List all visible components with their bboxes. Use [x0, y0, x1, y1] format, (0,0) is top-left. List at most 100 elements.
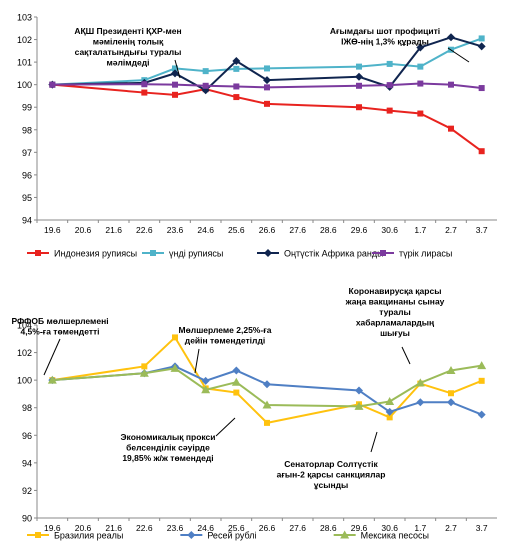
x-tick-label: 26.6 [259, 523, 276, 533]
data-point [172, 91, 178, 98]
y-tick-label: 94 [22, 458, 32, 468]
data-point [264, 84, 270, 91]
data-point [447, 398, 455, 407]
annotation: АҚШ Президенті ҚХР-мен мәміленің толық сақ… [74, 26, 182, 79]
x-tick-label: 29.6 [351, 523, 368, 533]
annotation: Экономикалық прокси белсенділік сәуірде 19… [121, 417, 236, 463]
data-point [354, 401, 364, 410]
legend: Бразилия реалы Ресей рублі Мексика песосы [27, 530, 429, 541]
x-tick-label: 1.7 [414, 523, 426, 533]
annotation-leader [370, 431, 378, 453]
series-line [52, 335, 483, 424]
legend-marker [35, 532, 41, 538]
data-point [264, 65, 270, 72]
data-point [141, 363, 148, 370]
data-point [263, 380, 271, 389]
y-tick-label: 99 [22, 103, 32, 113]
data-point [139, 368, 149, 377]
legend-marker [340, 530, 350, 539]
data-point [233, 83, 240, 90]
x-tick-label: 24.6 [197, 225, 214, 235]
data-point [477, 42, 486, 51]
x-tick-label: 21.6 [105, 523, 122, 533]
chart-1: 94 95 96 97 98 99 100 101 102 103 19.6 20.6 21.6 22.6… [17, 13, 497, 259]
data-point [386, 82, 393, 89]
legend-marker [380, 250, 386, 256]
data-point [386, 60, 393, 67]
chart-2: 90 92 94 96 98 100 102 104 19.6 20.6 21.6 22.6 23.6 2… [11, 286, 497, 541]
data-point [385, 397, 395, 406]
annotation: Коронавирусқа қарсы жаңа вакцинаны сынау т… [345, 286, 445, 365]
x-tick-label: 23.6 [167, 225, 184, 235]
data-point [447, 33, 455, 42]
data-point [201, 376, 210, 385]
y-tick-label: 102 [17, 35, 32, 45]
data-point [202, 82, 209, 89]
data-point [172, 65, 178, 72]
data-point [232, 366, 241, 375]
legend-label: Ресей рублі [207, 531, 256, 541]
legend-marker [264, 249, 272, 257]
annotation: Сенаторлар Солтүстік ағын-2 қарсы санкция… [277, 431, 386, 490]
data-point [385, 407, 394, 416]
data-point [417, 80, 424, 87]
x-tick-label: 20.6 [75, 225, 92, 235]
annotation-leader [215, 417, 236, 437]
x-tick-label: 22.6 [136, 225, 153, 235]
x-tick-label: 29.6 [351, 225, 368, 235]
data-point [232, 56, 241, 65]
legend-marker [150, 250, 156, 256]
data-point [417, 63, 424, 70]
x-tick-label: 28.6 [320, 225, 337, 235]
data-point [49, 81, 56, 88]
data-point [478, 148, 485, 155]
data-point [201, 385, 211, 394]
data-point [141, 89, 148, 96]
data-point [355, 72, 363, 81]
series-4 [49, 80, 485, 92]
data-point [170, 363, 180, 372]
data-point [172, 81, 178, 88]
y-tick-label: 97 [22, 148, 32, 158]
legend-marker [35, 250, 41, 256]
annotation-text: РФФОБ мөлшерлемені 4,5%-ға төмендетті [11, 316, 108, 337]
data-point [202, 68, 209, 75]
x-tick-label: 3.7 [476, 225, 488, 235]
data-point [233, 65, 240, 72]
data-point [448, 81, 454, 88]
y-tick-label: 100 [17, 376, 32, 386]
y-tick-label: 96 [22, 170, 32, 180]
data-point [264, 100, 270, 107]
data-point [233, 389, 240, 396]
x-tick-label: 30.6 [381, 225, 398, 235]
legend: Индонезия рупиясы үнді рупиясы Оңтүстік Аф… [27, 249, 452, 259]
y-tick-label: 104 [17, 321, 32, 331]
data-point [231, 377, 241, 386]
legend-label: Оңтүстік Африка ранды [284, 249, 384, 259]
annotation-leader [447, 47, 470, 63]
y-tick-label: 100 [17, 80, 32, 90]
annotation-text: Сенаторлар Солтүстік ағын-2 қарсы санкция… [277, 459, 386, 490]
x-tick-label: 27.6 [289, 523, 306, 533]
x-tick-label: 22.6 [136, 523, 153, 533]
data-point [262, 400, 272, 409]
y-tick-label: 96 [22, 431, 32, 441]
x-tick-label: 20.6 [75, 523, 92, 533]
annotation: Мөлшерлеме 2,25%-ға дейін төмендетілді [179, 325, 272, 374]
annotation-text: Коронавирусқа қарсы жаңа вакцинаны сынау т… [345, 286, 445, 338]
annotation-leader [174, 59, 181, 79]
data-point [386, 414, 393, 421]
legend-label: Индонезия рупиясы [54, 249, 137, 259]
x-tick-label: 1.7 [414, 225, 426, 235]
legend-label: Бразилия реалы [54, 531, 123, 541]
x-tick-label: 28.6 [320, 523, 337, 533]
x-tick-label: 25.6 [228, 523, 245, 533]
x-tick-label: 27.6 [289, 225, 306, 235]
data-point [478, 85, 485, 92]
series-3 [47, 361, 487, 410]
data-point [141, 81, 148, 88]
data-point [172, 334, 178, 341]
x-tick-label: 3.7 [476, 523, 488, 533]
legend-marker [187, 531, 196, 539]
data-point [478, 377, 485, 384]
